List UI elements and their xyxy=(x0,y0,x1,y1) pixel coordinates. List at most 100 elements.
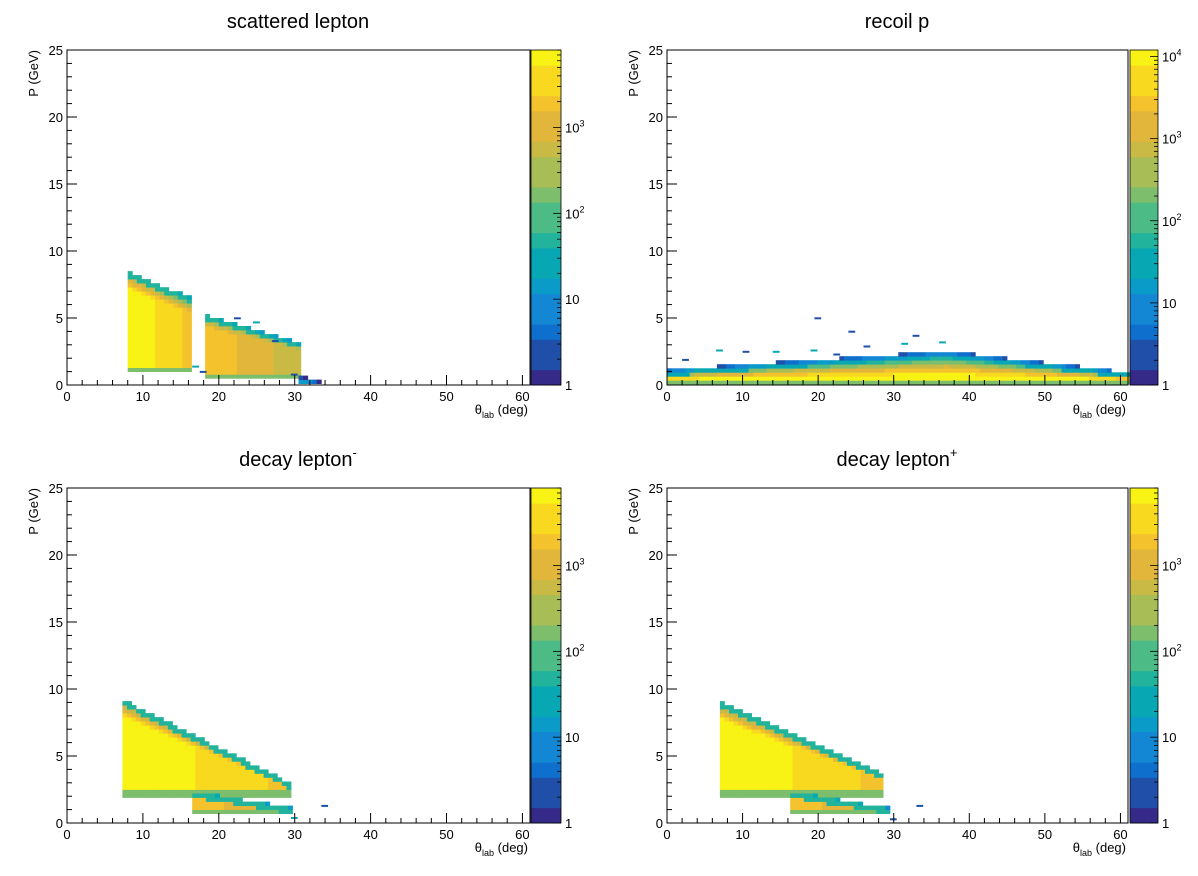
heatmap-cell xyxy=(765,757,770,761)
heatmap-cell xyxy=(186,733,191,737)
heatmap-cell xyxy=(1012,364,1017,368)
heatmap-cell xyxy=(205,362,210,366)
heatmap-cell xyxy=(779,794,784,798)
heatmap-cell xyxy=(989,356,994,360)
heatmap-cell xyxy=(214,322,219,326)
heatmap-cell xyxy=(721,368,726,372)
heatmap-cell xyxy=(137,360,142,364)
heatmap-cell xyxy=(283,806,288,810)
heatmap-cell xyxy=(242,366,247,370)
heatmap-cell xyxy=(799,810,804,814)
heatmap-cell xyxy=(145,761,150,765)
heatmap-cell xyxy=(160,307,165,311)
heatmap-cell xyxy=(907,368,912,372)
heatmap-cell xyxy=(734,745,739,749)
heatmap-cell xyxy=(136,765,141,769)
colorbar-segment xyxy=(531,111,561,127)
heatmap-cell xyxy=(145,725,150,729)
heatmap-cell xyxy=(219,366,224,370)
heatmap-cell xyxy=(1003,380,1008,384)
colorbar-segment xyxy=(531,96,561,112)
heatmap-cell xyxy=(137,279,142,283)
heatmap-cell xyxy=(154,745,159,749)
heatmap-cell xyxy=(173,794,178,798)
heatmap-cell xyxy=(767,372,772,376)
heatmap-cell xyxy=(151,339,156,343)
heatmap-cell xyxy=(173,769,178,773)
heatmap-cell xyxy=(813,806,818,810)
heatmap-cell xyxy=(261,802,266,806)
heatmap-cell xyxy=(274,346,279,350)
heatmap-cell xyxy=(136,773,141,777)
heatmap-cell xyxy=(921,372,926,376)
heatmap-cell xyxy=(848,368,853,372)
heatmap-cell xyxy=(187,311,192,315)
heatmap-cell xyxy=(833,782,838,786)
colorbar-segment xyxy=(1130,747,1158,763)
heatmap-cell xyxy=(833,753,838,757)
heatmap-cell xyxy=(858,802,863,806)
colorbar-segment xyxy=(1130,233,1158,249)
heatmap-cell xyxy=(761,729,766,733)
heatmap-cell xyxy=(169,348,174,352)
heatmap-cell xyxy=(296,366,301,370)
heatmap-cell xyxy=(292,358,297,362)
heatmap-cell xyxy=(141,352,146,356)
heatmap-cell xyxy=(223,338,228,342)
heatmap-cell xyxy=(912,380,917,384)
heatmap-cell xyxy=(797,782,802,786)
heatmap-cell xyxy=(774,782,779,786)
heatmap-cell xyxy=(957,360,962,364)
heatmap-cell xyxy=(210,330,215,334)
heatmap-cell xyxy=(894,376,899,380)
heatmap-cell xyxy=(132,705,137,709)
heatmap-cell xyxy=(169,303,174,307)
heatmap-cell xyxy=(944,364,949,368)
heatmap-cell xyxy=(765,745,770,749)
heatmap-cell xyxy=(761,777,766,781)
heatmap-cell xyxy=(141,733,146,737)
heatmap-cell xyxy=(209,753,214,757)
heatmap-cell xyxy=(1007,368,1012,372)
heatmap-cell xyxy=(200,757,205,761)
heatmap-cell xyxy=(278,374,283,378)
heatmap-cell xyxy=(916,352,921,356)
heatmap-cell xyxy=(795,810,800,814)
heatmap-cell xyxy=(159,765,164,769)
heatmap-cell xyxy=(303,376,308,380)
heatmap-cell xyxy=(930,376,935,380)
heatmap-cell xyxy=(177,729,182,733)
heatmap-cell xyxy=(232,777,237,781)
heatmap-cell xyxy=(137,299,142,303)
heatmap-cell xyxy=(169,356,174,360)
colorbar-segment xyxy=(531,747,561,763)
heatmap-cell xyxy=(145,717,150,721)
heatmap-cell xyxy=(838,753,843,757)
heatmap-cell xyxy=(214,769,219,773)
heatmap-cell xyxy=(921,380,926,384)
heatmap-cell xyxy=(856,782,861,786)
heatmap-cell xyxy=(182,794,187,798)
heatmap-cell xyxy=(204,777,209,781)
heatmap-cell xyxy=(264,786,269,790)
heatmap-cell xyxy=(182,733,187,737)
heatmap-cell xyxy=(164,335,169,339)
heatmap-cell xyxy=(797,769,802,773)
heatmap-cell xyxy=(767,364,772,368)
heatmap-cell xyxy=(154,765,159,769)
heatmap-cell xyxy=(146,283,151,287)
heatmap-cell xyxy=(132,368,137,372)
heatmap-cell xyxy=(774,790,779,794)
heatmap-cell xyxy=(197,806,202,810)
heatmap-cell xyxy=(820,794,825,798)
heatmap-cell xyxy=(228,354,233,358)
heatmap-cell xyxy=(250,769,255,773)
heatmap-cell xyxy=(264,334,269,338)
heatmap-cell xyxy=(871,368,876,372)
heatmap-cell xyxy=(223,350,228,354)
heatmap-cell xyxy=(219,354,224,358)
heatmap-cell xyxy=(182,307,187,311)
heatmap-cell xyxy=(795,806,800,810)
heatmap-cell xyxy=(160,299,165,303)
colorbar-tick-base: 1 xyxy=(1162,378,1169,393)
